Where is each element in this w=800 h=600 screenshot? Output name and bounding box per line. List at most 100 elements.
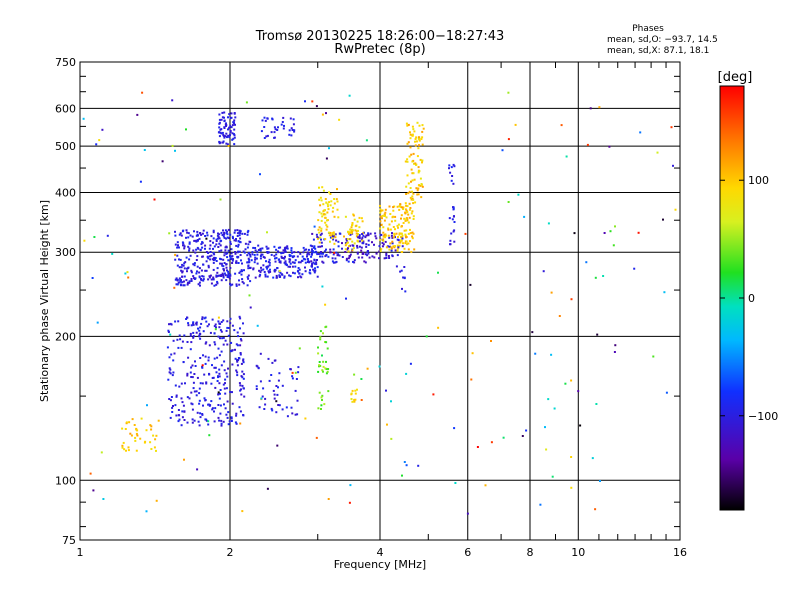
data-point [356,244,359,247]
data-point [320,251,322,253]
data-point [239,270,242,273]
data-point [358,216,361,219]
data-point [258,275,261,278]
data-point [278,372,281,375]
data-point [224,135,227,138]
data-point [356,246,359,249]
data-point [391,242,394,245]
data-point [234,116,237,119]
data-point [251,251,254,254]
data-point [235,422,238,425]
data-point [417,184,420,187]
data-point [390,246,393,249]
data-point [326,219,328,222]
stats-line-o: mean, sd,O: −93.7, 14.5 [607,35,718,45]
data-point [228,277,231,280]
data-point [310,255,313,258]
data-point [367,234,370,237]
data-point [293,272,296,275]
data-point [319,236,322,239]
data-point [354,398,357,401]
data-point [398,205,401,207]
data-point [230,248,233,251]
data-point [237,262,240,264]
data-point [219,412,222,415]
x-tick-label: 8 [527,546,534,559]
data-point [400,232,403,235]
data-point [401,474,403,477]
data-point [214,366,217,369]
data-point [193,262,196,265]
data-point [177,346,180,349]
data-point [215,326,217,329]
data-point [347,257,350,260]
data-point [365,139,368,142]
data-point [192,322,195,325]
data-point [345,257,348,260]
data-point [196,468,199,471]
data-point [223,233,226,236]
data-point [323,250,326,253]
data-point [387,227,390,230]
data-point [227,128,229,131]
data-point [195,322,198,325]
y-tick-label: 500 [55,140,76,153]
data-point [586,143,589,146]
data-point [171,406,174,409]
data-point [204,235,207,237]
data-point [229,273,232,276]
data-point [223,236,226,239]
data-point [385,246,388,249]
data-point [228,276,231,279]
data-point [306,255,308,258]
data-point [397,223,400,226]
data-point [448,164,451,167]
data-point [218,368,221,371]
data-point [416,193,419,196]
data-point [168,398,171,400]
data-point [187,324,190,327]
data-point [355,224,358,227]
data-point [239,254,242,256]
data-point [235,244,238,247]
axis-ticks [80,62,680,540]
data-point [280,255,283,258]
data-point [409,207,412,209]
data-point [198,267,201,270]
data-point [319,233,322,236]
data-point [288,274,291,277]
data-point [168,232,171,235]
data-point [417,136,420,139]
data-point [222,274,225,277]
data-point [242,387,245,390]
data-point [198,387,201,390]
data-point [266,487,269,490]
data-point [196,230,199,233]
data-point [396,205,399,208]
data-point [229,391,232,393]
data-point [255,388,258,390]
data-point [336,254,339,257]
data-point [296,255,299,258]
data-point [268,258,271,261]
data-point [199,412,202,415]
data-point [307,248,310,251]
data-point [534,352,537,355]
data-point [161,160,164,163]
data-point [183,267,186,270]
data-point [452,163,455,166]
data-point [329,236,332,239]
data-point [177,281,180,284]
data-point [262,268,265,271]
data-point [223,269,225,272]
data-point [186,231,189,234]
data-point [207,420,210,423]
data-point [189,371,192,374]
data-point [181,270,184,273]
data-point [353,242,356,245]
data-point [275,256,278,259]
data-point [135,432,138,435]
data-point [379,211,382,214]
data-point [297,276,299,279]
data-point [329,248,332,251]
